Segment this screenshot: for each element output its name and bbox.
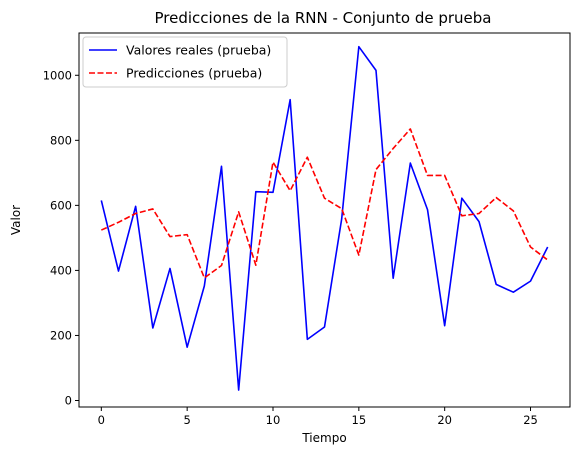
y-tick-label: 0 <box>65 393 72 407</box>
x-tick-label: 0 <box>98 413 105 427</box>
chart-title: Predicciones de la RNN - Conjunto de pru… <box>155 9 492 27</box>
series-line-1 <box>100 128 549 279</box>
y-tick-label: 600 <box>50 198 72 212</box>
y-tick-label: 1000 <box>43 68 72 82</box>
legend-label-predicciones: Predicciones (prueba) <box>126 66 262 81</box>
x-tick-label: 15 <box>352 413 367 427</box>
x-tick-label: 10 <box>266 413 281 427</box>
x-tick-label: 20 <box>437 413 452 427</box>
x-axis-label: Tiempo <box>301 431 346 445</box>
series-line-0 <box>100 45 549 391</box>
y-axis-label: Valor <box>9 205 23 235</box>
legend-box <box>82 36 288 88</box>
legend: Valores reales (prueba) Predicciones (pr… <box>82 36 288 88</box>
y-tick-label: 800 <box>50 133 72 147</box>
legend-label-valores-reales: Valores reales (prueba) <box>126 43 271 58</box>
x-tick-label: 5 <box>183 413 190 427</box>
x-tick-label: 25 <box>523 413 538 427</box>
plot-frame <box>78 32 571 408</box>
y-tick-label: 400 <box>50 263 72 277</box>
y-tick-label: 200 <box>50 328 72 342</box>
